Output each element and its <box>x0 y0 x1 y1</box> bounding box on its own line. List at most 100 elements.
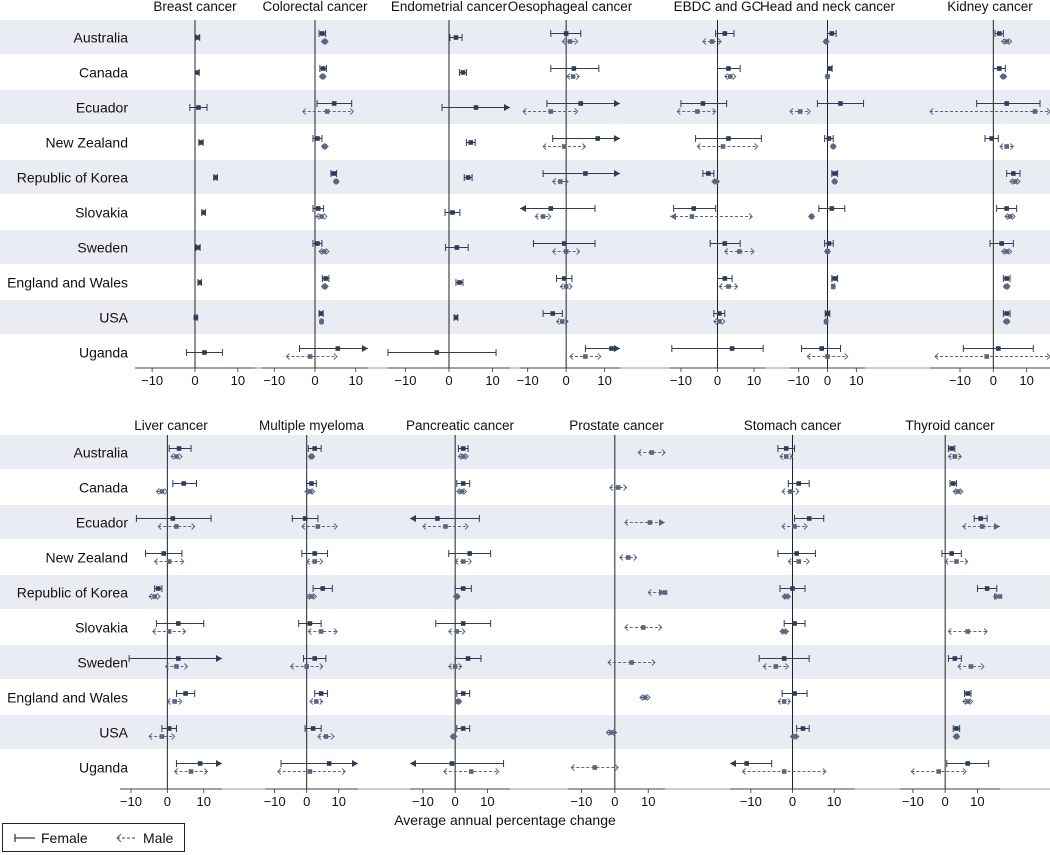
point-female <box>722 276 728 281</box>
point-female <box>726 136 731 141</box>
country-label: Sweden <box>77 240 128 256</box>
ci-cap-male <box>1008 38 1013 45</box>
point-male <box>159 734 165 739</box>
country-label: Uganda <box>79 760 128 776</box>
ci-cap-male <box>651 659 656 666</box>
ci-cap-male <box>1046 108 1050 115</box>
point-male <box>796 559 802 564</box>
point-male <box>647 520 653 525</box>
point-female <box>700 101 706 106</box>
row-band <box>0 505 1050 539</box>
point-male <box>717 319 722 324</box>
x-tick-label: −10 <box>570 794 592 809</box>
ci-cap-male <box>333 353 338 360</box>
point-male <box>781 629 787 634</box>
x-tick-label: −10 <box>670 373 692 388</box>
point-female <box>997 31 1002 36</box>
point-female <box>307 621 313 626</box>
point-female <box>454 245 460 250</box>
ci-cap-male <box>962 523 967 530</box>
point-female <box>965 761 971 766</box>
ci-cap-male <box>164 663 169 670</box>
point-male <box>174 664 179 669</box>
legend-female: Female <box>13 830 88 846</box>
row-band <box>0 230 1050 264</box>
ci-arrow <box>216 655 222 662</box>
point-male <box>451 734 456 739</box>
ci-cap-male <box>570 764 575 771</box>
ci-cap-male <box>312 593 318 600</box>
country-label: Republic of Korea <box>17 170 129 186</box>
point-female <box>323 276 328 281</box>
ci-cap-male <box>712 108 717 115</box>
ci-cap-male <box>156 593 161 600</box>
point-male <box>954 734 959 739</box>
ci-cap-male <box>315 213 320 220</box>
point-male <box>792 734 797 739</box>
point-male <box>713 179 718 184</box>
ci-cap-male <box>964 558 969 565</box>
point-male <box>830 284 836 289</box>
point-female <box>202 350 207 355</box>
ci-cap-male <box>157 523 162 530</box>
panel-pancreatic-cancer: Pancreatic cancer −10 0 10 <box>406 418 515 809</box>
point-male <box>159 489 165 494</box>
point-female <box>460 70 466 75</box>
point-female <box>744 761 749 766</box>
ci-cap-male <box>542 143 547 150</box>
point-female <box>435 516 440 521</box>
point-female <box>315 241 320 246</box>
ci-cap-male <box>605 729 610 736</box>
point-male <box>783 594 789 599</box>
ci-cap-male <box>1009 178 1014 185</box>
point-female <box>183 691 188 696</box>
ci-cap-male <box>980 663 985 670</box>
point-male <box>304 664 309 669</box>
point-female <box>965 691 971 696</box>
ci-cap-male <box>781 488 786 495</box>
point-male <box>314 699 319 704</box>
x-tick-label: 0 <box>311 373 318 388</box>
ci-arrow <box>410 760 416 767</box>
x-tick-label: −10 <box>264 794 286 809</box>
ci-cap-male <box>1000 248 1006 255</box>
point-male <box>174 524 179 529</box>
ci-cap-male <box>191 523 196 530</box>
point-male <box>1007 214 1013 219</box>
ci-cap-male <box>787 698 792 705</box>
country-label: Slovakia <box>75 205 128 221</box>
ci-cap-male <box>787 558 792 565</box>
point-male <box>322 284 328 289</box>
x-tick-label: −10 <box>412 794 434 809</box>
point-male <box>322 39 328 44</box>
panel-title: Colorectal cancer <box>262 0 368 14</box>
panel-title: Stomach cancer <box>744 418 842 433</box>
country-label: New Zealand <box>46 135 129 151</box>
point-male <box>319 214 324 219</box>
legend-male-label: Male <box>143 830 174 846</box>
panel-breast-cancer: Breast cancer −10 0 10 <box>135 0 255 388</box>
ci-cap-male <box>624 624 629 631</box>
point-male <box>333 179 339 184</box>
point-female <box>457 280 462 285</box>
point-female <box>460 726 466 731</box>
ci-cap-male <box>301 523 306 530</box>
ci-cap-male <box>713 318 718 325</box>
point-male <box>583 354 588 359</box>
panel-title: Oesophageal cancer <box>508 0 633 14</box>
point-female <box>312 551 318 556</box>
point-female <box>310 726 316 731</box>
country-label: Canada <box>79 480 128 496</box>
point-male <box>727 74 733 79</box>
x-tick-label: 0 <box>611 794 618 809</box>
point-male <box>781 769 787 774</box>
point-male <box>952 454 958 459</box>
point-male <box>936 769 942 774</box>
point-female <box>312 656 318 661</box>
point-female <box>318 691 324 696</box>
point-male <box>773 664 779 669</box>
panel-block-1: Australia Canada Ecuador New Zealand Republi… <box>0 0 1050 388</box>
point-male <box>454 594 460 599</box>
ci-cap-male <box>1009 143 1015 150</box>
